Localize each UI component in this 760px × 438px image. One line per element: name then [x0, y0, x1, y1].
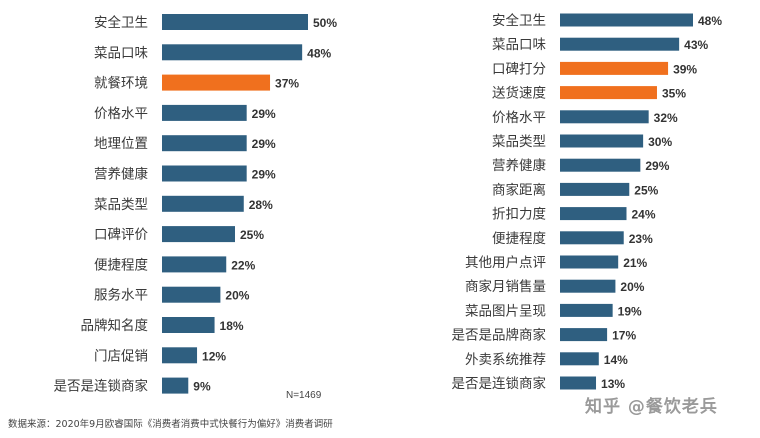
category-label: 就餐环境	[94, 76, 148, 92]
bar	[162, 14, 308, 30]
category-label: 菜品图片呈现	[465, 303, 546, 319]
bar	[560, 376, 597, 390]
value-label: 28%	[249, 198, 273, 212]
bar	[162, 256, 227, 273]
bar-highlighted	[560, 86, 657, 100]
bar	[560, 352, 599, 366]
sample-size-note: N=1469	[286, 390, 322, 401]
bar	[560, 110, 649, 124]
bar	[162, 377, 189, 394]
value-label: 21%	[623, 256, 647, 270]
category-label: 地理位置	[94, 136, 148, 152]
category-label: 菜品类型	[94, 197, 148, 213]
value-label: 30%	[648, 135, 672, 149]
bar	[560, 207, 627, 221]
bar	[162, 195, 244, 212]
category-label: 商家距离	[492, 181, 546, 198]
bar	[162, 44, 303, 61]
value-label: 18%	[220, 319, 244, 333]
category-label: 是否是连锁商家	[452, 375, 547, 392]
category-label: 便捷程度	[492, 231, 546, 247]
bar	[560, 182, 630, 196]
bar	[560, 279, 616, 293]
value-label: 35%	[662, 87, 686, 101]
value-label: 29%	[252, 137, 276, 151]
bar	[162, 135, 247, 152]
category-label: 是否是连锁商家	[54, 378, 149, 395]
category-label: 营养健康	[492, 157, 546, 174]
left-bar-chart: 安全卫生 50% 菜品口味 48% 就餐环境 37% 价格水平 29% 地理位置 29% 营养健康 2…	[54, 14, 337, 395]
category-label: 便捷程度	[94, 257, 148, 273]
value-label: 24%	[632, 208, 656, 222]
bar	[162, 286, 221, 303]
category-label: 外卖系统推荐	[465, 352, 546, 368]
category-label: 折扣力度	[492, 207, 546, 223]
bar	[162, 165, 247, 182]
value-label: 29%	[645, 159, 669, 173]
value-label: 9%	[193, 380, 211, 394]
category-label: 营养健康	[94, 166, 148, 183]
bar	[560, 13, 693, 27]
right-bar-chart: 安全卫生 48% 菜品口味 43% 口碑打分 39% 送货速度 35% 价格水平 32% 菜品类型 3…	[452, 12, 723, 392]
bar	[560, 255, 619, 269]
value-label: 19%	[618, 304, 642, 318]
category-label: 价格水平	[94, 106, 148, 122]
category-label: 菜品口味	[492, 37, 546, 53]
category-label: 是否是品牌商家	[452, 327, 547, 344]
category-label: 口碑打分	[492, 60, 546, 77]
value-label: 20%	[225, 289, 249, 303]
category-label: 价格水平	[492, 110, 546, 126]
value-label: 29%	[252, 107, 276, 121]
value-label: 50%	[313, 16, 337, 30]
value-label: 25%	[240, 228, 264, 242]
bar	[162, 347, 198, 364]
value-label: 39%	[673, 62, 697, 76]
bar	[162, 226, 235, 243]
category-label: 菜品口味	[94, 45, 148, 61]
bar-highlighted	[162, 74, 271, 91]
category-label: 口碑评价	[94, 227, 148, 243]
category-label: 其他用户点评	[465, 254, 546, 271]
value-label: 12%	[202, 349, 226, 363]
bar	[560, 328, 608, 342]
value-label: 22%	[231, 258, 255, 272]
value-label: 48%	[307, 46, 331, 60]
category-label: 安全卫生	[492, 12, 546, 29]
bar	[560, 303, 613, 317]
value-label: 14%	[604, 353, 628, 367]
category-label: 安全卫生	[94, 14, 148, 31]
value-label: 20%	[620, 280, 644, 294]
value-label: 48%	[698, 14, 722, 28]
category-label: 菜品类型	[492, 134, 546, 150]
value-label: 17%	[612, 329, 636, 343]
category-label: 商家月销售量	[465, 278, 546, 295]
category-label: 品牌知名度	[81, 317, 149, 334]
bar	[560, 158, 641, 172]
bar	[560, 37, 680, 51]
category-label: 服务水平	[94, 288, 148, 304]
bar-highlighted	[560, 61, 669, 75]
bar	[560, 134, 644, 148]
watermark: 知乎 @餐饮老兵	[585, 397, 718, 417]
value-label: 43%	[684, 38, 708, 52]
value-label: 37%	[275, 77, 299, 91]
bar	[560, 231, 624, 245]
value-label: 32%	[654, 111, 678, 125]
source-note: 数据来源：2020年9月欧睿国际《消费者消费中式快餐行为偏好》消费者调研	[8, 419, 333, 430]
bar	[162, 104, 247, 121]
value-label: 23%	[629, 232, 653, 246]
value-label: 13%	[601, 377, 625, 391]
value-label: 29%	[252, 168, 276, 182]
value-label: 25%	[634, 183, 658, 197]
category-label: 门店促销	[94, 348, 148, 364]
bar	[162, 317, 215, 333]
category-label: 送货速度	[492, 85, 546, 102]
